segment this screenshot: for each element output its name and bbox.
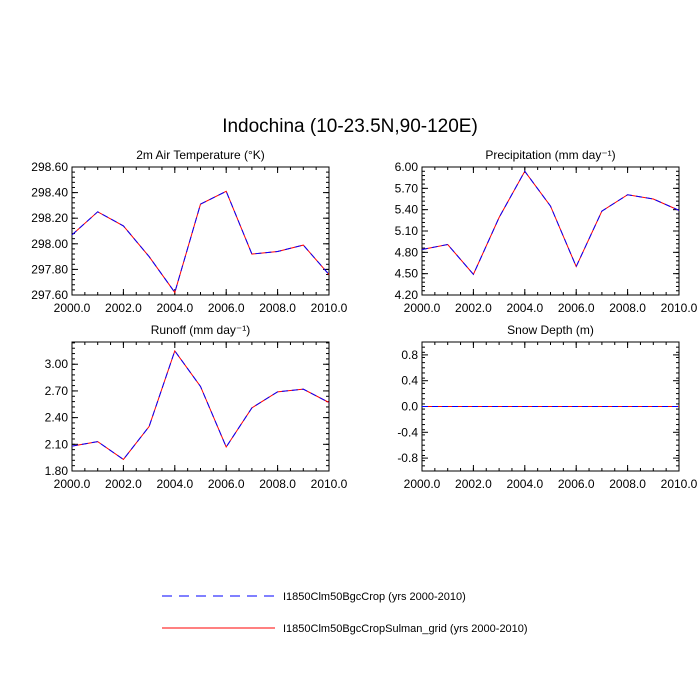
x-tick-label: 2000.0: [54, 477, 91, 491]
panels: 2m Air Temperature (°K) 2000.0 2002.0 2004.…: [31, 148, 697, 491]
x-tick-label: 2010.0: [661, 477, 698, 491]
y-tick-label: 298.60: [31, 160, 68, 174]
y-tick-label: 4.80: [395, 245, 419, 259]
legend-label: I1850Clm50BgcCrop (yrs 2000-2010): [283, 591, 466, 603]
panel-title: Snow Depth (m): [507, 323, 594, 337]
x-tick-label: 2004.0: [156, 301, 193, 315]
y-tick-label: 0.4: [401, 374, 418, 388]
x-tick-label: 2006.0: [558, 477, 595, 491]
panel-title: Runoff (mm day⁻¹): [151, 323, 250, 337]
y-tick-label: 298.00: [31, 237, 68, 251]
y-tick-label: 2.40: [45, 411, 69, 425]
x-tick-label: 2006.0: [558, 301, 595, 315]
x-tick-label: 2002.0: [455, 477, 492, 491]
y-tick-label: 5.10: [395, 224, 419, 238]
x-tick-label: 2000.0: [54, 301, 91, 315]
plot-frame: [421, 166, 680, 296]
x-tick-label: 2006.0: [208, 477, 245, 491]
series-line-bgccrop: [421, 170, 680, 276]
y-tick-label: 2.10: [45, 437, 69, 451]
x-tick-label: 2000.0: [404, 477, 441, 491]
plot-frame: [71, 166, 330, 296]
y-tick-label: 5.40: [395, 203, 419, 217]
x-tick-label: 2010.0: [311, 477, 348, 491]
x-tick-label: 2008.0: [259, 301, 296, 315]
y-tick-label: 298.40: [31, 186, 68, 200]
y-tick-label: 6.00: [395, 160, 419, 174]
y-tick-label: -0.8: [397, 451, 418, 465]
series-line-sulman-grid: [71, 349, 330, 461]
figure-title: Indochina (10-23.5N,90-120E): [222, 116, 478, 137]
x-tick-label: 2002.0: [455, 301, 492, 315]
y-tick-label: 5.70: [395, 181, 419, 195]
x-tick-label: 2008.0: [259, 477, 296, 491]
x-tick-label: 2002.0: [105, 477, 142, 491]
legend-label: I1850Clm50BgcCropSulman_grid (yrs 2000-2…: [283, 623, 528, 635]
x-tick-label: 2004.0: [156, 477, 193, 491]
x-tick-label: 2004.0: [506, 477, 543, 491]
panel-title: Precipitation (mm day⁻¹): [485, 148, 615, 162]
y-tick-label: 298.20: [31, 211, 68, 225]
x-tick-label: 2008.0: [609, 301, 646, 315]
panel: 2m Air Temperature (°K) 2000.0 2002.0 2004.…: [31, 148, 347, 315]
series-line-bgccrop: [71, 190, 330, 294]
y-tick-label: 2.70: [45, 384, 69, 398]
panel: Runoff (mm day⁻¹) 2000.0 2002.0 2004.0 2006.…: [45, 323, 348, 491]
x-tick-label: 2008.0: [609, 477, 646, 491]
x-tick-label: 2006.0: [208, 301, 245, 315]
y-tick-label: 4.50: [395, 267, 419, 281]
y-tick-label: 4.20: [395, 288, 419, 302]
y-tick-label: 1.80: [45, 464, 69, 478]
x-tick-label: 2010.0: [311, 301, 348, 315]
panel: Snow Depth (m) 2000.0 2002.0 2004.0 2006.0 20…: [397, 323, 697, 491]
y-tick-label: 0.0: [401, 400, 418, 414]
series-line-bgccrop: [71, 349, 330, 461]
x-tick-label: 2010.0: [661, 301, 698, 315]
legend: I1850Clm50BgcCrop (yrs 2000-2010) I1850C…: [162, 591, 528, 635]
y-tick-label: 0.8: [401, 348, 418, 362]
y-tick-label: 297.80: [31, 262, 68, 276]
y-tick-label: -0.4: [397, 425, 418, 439]
y-tick-label: 3.00: [45, 357, 69, 371]
series-line-sulman-grid: [71, 190, 330, 294]
x-tick-label: 2000.0: [404, 301, 441, 315]
plot-frame: [71, 341, 330, 472]
x-tick-label: 2004.0: [506, 301, 543, 315]
panel-title: 2m Air Temperature (°K): [136, 148, 265, 162]
panel: Precipitation (mm day⁻¹) 2000.0 2002.0 2004…: [395, 148, 698, 315]
y-tick-label: 297.60: [31, 288, 68, 302]
x-tick-label: 2002.0: [105, 301, 142, 315]
